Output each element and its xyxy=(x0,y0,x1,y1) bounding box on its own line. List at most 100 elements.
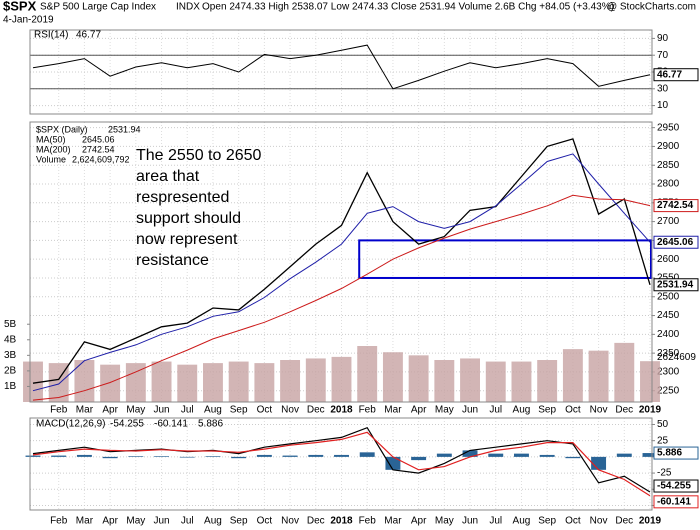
x-tick-label: Feb xyxy=(50,516,68,527)
value-tag-label: -60.141 xyxy=(657,496,691,507)
y-tick-label: 2600 xyxy=(657,254,680,265)
value-tag-label: 46.77 xyxy=(657,69,682,80)
index-name: S&P 500 Large Cap Index xyxy=(40,2,156,13)
annotation: The 2550 to 2650 xyxy=(136,147,262,164)
volume-tick-label: 3B xyxy=(4,350,17,361)
legend-value: 2531.94 xyxy=(108,124,141,134)
volume-bar xyxy=(537,360,558,402)
x-tick-label: Nov xyxy=(281,405,299,416)
x-tick-label: Jun xyxy=(153,405,169,416)
legend-value: 2742.54 xyxy=(82,144,115,154)
volume-tick-label: 2B xyxy=(4,366,17,377)
histogram-bar xyxy=(488,453,504,457)
volume-bar xyxy=(254,363,275,402)
volume-bar xyxy=(640,361,660,402)
histogram-bar xyxy=(385,456,401,470)
x-tick-label: Aug xyxy=(204,405,222,416)
moving-average xyxy=(32,194,651,401)
x-tick-label: Oct xyxy=(565,516,581,527)
legend-label: $SPX (Daily) xyxy=(36,124,88,134)
x-tick-label: Jun xyxy=(462,405,478,416)
annotation: respresented xyxy=(136,189,229,206)
x-tick-label: Aug xyxy=(513,516,531,527)
y-tick-label: 2500 xyxy=(657,291,680,302)
x-tick-label: 2019 xyxy=(639,405,662,416)
x-tick-label: Dec xyxy=(307,405,325,416)
histogram-bar xyxy=(436,453,452,457)
x-tick-label: Sep xyxy=(230,405,248,416)
x-tick-label: May xyxy=(435,405,454,416)
symbol: $SPX xyxy=(3,0,37,13)
histogram-bar xyxy=(51,455,67,457)
x-tick-label: Nov xyxy=(590,405,608,416)
volume-bar xyxy=(562,349,583,402)
x-tick-label: Nov xyxy=(590,516,608,527)
volume-bar xyxy=(408,355,429,402)
y-tick-label: 2250 xyxy=(657,385,680,396)
x-tick-label: Jun xyxy=(153,516,169,527)
exchange: INDX xyxy=(176,2,200,13)
volume-bar xyxy=(331,356,352,402)
x-tick-label: Oct xyxy=(257,405,273,416)
value-tag xyxy=(653,446,699,460)
volume-bar xyxy=(357,346,378,402)
x-tick-label: May xyxy=(126,516,145,527)
x-tick-label: Mar xyxy=(384,516,402,527)
x-tick-label: Jul xyxy=(489,405,502,416)
x-tick-label: May xyxy=(126,405,145,416)
value-tag xyxy=(653,278,699,292)
moving-average xyxy=(32,153,651,392)
histogram-bar xyxy=(231,456,247,459)
value-tag xyxy=(653,68,699,82)
volume-bar xyxy=(74,360,95,402)
panel-frame xyxy=(29,417,653,511)
x-tick-label: Jul xyxy=(489,516,502,527)
x-tick-label: Feb xyxy=(359,516,377,527)
value-tag xyxy=(653,235,699,249)
histogram-bar xyxy=(128,456,144,457)
y-tick-label: 30 xyxy=(657,83,669,94)
histogram-bar xyxy=(642,453,658,457)
x-tick-label: May xyxy=(435,516,454,527)
x-tick-label: Mar xyxy=(384,405,402,416)
x-tick-label: Jul xyxy=(181,405,194,416)
volume-bar xyxy=(203,363,223,402)
volume-bar xyxy=(305,358,326,402)
macd-line xyxy=(32,431,651,497)
x-tick-label: Dec xyxy=(615,405,633,416)
legend-label: MACD(12,26,9) xyxy=(36,419,105,430)
x-tick-label: Dec xyxy=(307,516,325,527)
histogram-bar xyxy=(102,456,118,459)
histogram-bar xyxy=(616,453,632,457)
y-tick-label: 2700 xyxy=(657,216,680,227)
date: 4-Jan-2019 xyxy=(3,15,54,26)
annotation: area that xyxy=(136,168,200,185)
legend-value: 2,624,609,792 xyxy=(72,154,130,164)
histogram-bar xyxy=(462,450,478,457)
value-tag-label: -54.255 xyxy=(657,481,691,492)
volume-bar xyxy=(588,350,609,402)
y-tick-label: -25 xyxy=(657,468,672,479)
x-tick-label: Sep xyxy=(538,405,556,416)
rsi-line xyxy=(32,44,651,90)
x-tick-label: Apr xyxy=(411,405,427,416)
volume-bar xyxy=(125,363,146,402)
annotation: support should xyxy=(136,210,241,227)
histogram-bar xyxy=(334,454,349,457)
value-tag-label: 2742.54 xyxy=(657,200,694,211)
y-tick-label: 50 xyxy=(657,419,669,430)
y-tick-label: 25 xyxy=(657,435,669,446)
legend-label: MA(50) xyxy=(36,134,66,144)
histogram-bar xyxy=(205,456,221,457)
volume-right-label: 2624609 xyxy=(657,352,696,363)
x-tick-label: Dec xyxy=(615,516,633,527)
histogram-bar xyxy=(359,452,375,457)
legend-value: 5.886 xyxy=(198,419,223,430)
y-tick-label: 2550 xyxy=(657,273,680,284)
y-tick-label: 2800 xyxy=(657,179,680,190)
histogram-bar xyxy=(179,456,195,458)
x-tick-label: Nov xyxy=(281,516,299,527)
histogram-bar xyxy=(565,456,581,459)
x-tick-label: Mar xyxy=(76,516,94,527)
